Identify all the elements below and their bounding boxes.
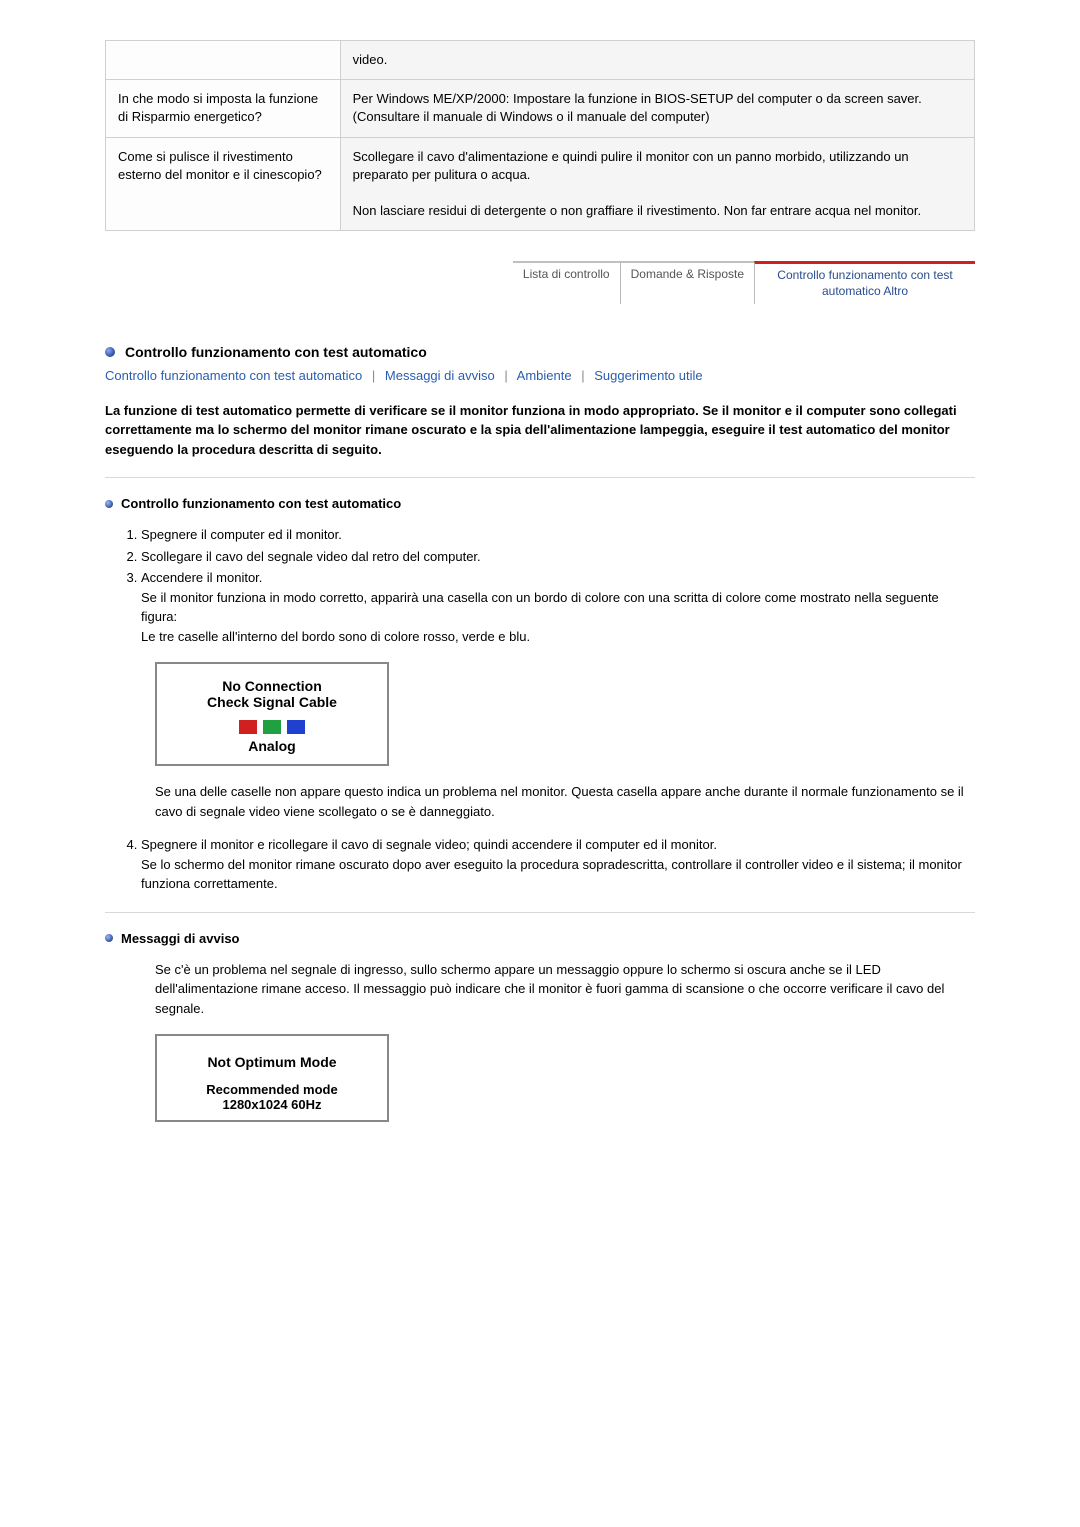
red-square <box>239 720 257 734</box>
section-header: Controllo funzionamento con test automat… <box>105 344 975 360</box>
step-item: Spegnere il monitor e ricollegare il cav… <box>141 835 975 894</box>
box-line2: Check Signal Cable <box>167 694 377 710</box>
table-row: Come si pulisce il rivestimento esterno … <box>106 137 975 231</box>
steps-list: Spegnere il computer ed il monitor. Scol… <box>123 525 975 646</box>
step-text: Spegnere il monitor e ricollegare il cav… <box>141 837 717 852</box>
faq-table: video. In che modo si imposta la funzion… <box>105 40 975 231</box>
rgb-squares <box>167 720 377 734</box>
tab-checklist[interactable]: Lista di controllo <box>513 261 620 303</box>
separator <box>105 477 975 478</box>
divider: | <box>581 368 584 383</box>
link-tip[interactable]: Suggerimento utile <box>594 368 702 383</box>
mode-line3: 1280x1024 60Hz <box>167 1097 377 1112</box>
step3-post-text: Se una delle caselle non appare questo i… <box>155 782 975 821</box>
steps-list-cont: Spegnere il monitor e ricollegare il cav… <box>123 835 975 894</box>
bullet-icon <box>105 500 113 508</box>
not-optimum-box: Not Optimum Mode Recommended mode 1280x1… <box>155 1034 389 1122</box>
step-item: Accendere il monitor. Se il monitor funz… <box>141 568 975 646</box>
divider: | <box>504 368 507 383</box>
step-text: Le tre caselle all'interno del bordo son… <box>141 629 530 644</box>
green-square <box>263 720 281 734</box>
step-text: Se lo schermo del monitor rimane oscurat… <box>141 857 962 892</box>
link-selftest[interactable]: Controllo funzionamento con test automat… <box>105 368 362 383</box>
step-text: Accendere il monitor. <box>141 570 262 585</box>
tab-qa[interactable]: Domande & Risposte <box>620 261 754 303</box>
step-text: Se il monitor funziona in modo corretto,… <box>141 590 939 625</box>
faq-question: Come si pulisce il rivestimento esterno … <box>106 137 341 231</box>
link-warnings[interactable]: Messaggi di avviso <box>385 368 495 383</box>
step-item: Spegnere il computer ed il monitor. <box>141 525 975 545</box>
faq-answer: Scollegare il cavo d'alimentazione e qui… <box>340 137 974 231</box>
faq-question: In che modo si imposta la funzione di Ri… <box>106 80 341 137</box>
divider: | <box>372 368 375 383</box>
step-item: Scollegare il cavo del segnale video dal… <box>141 547 975 567</box>
faq-answer: video. <box>340 41 974 80</box>
tab-selftest[interactable]: Controllo funzionamento con test automat… <box>754 261 975 303</box>
warnings-text: Se c'è un problema nel segnale di ingres… <box>155 960 975 1019</box>
tabs-bar: Lista di controllo Domande & Risposte Co… <box>105 261 975 303</box>
box-line1: No Connection <box>167 678 377 694</box>
no-connection-box: No Connection Check Signal Cable Analog <box>155 662 389 766</box>
bullet-icon <box>105 934 113 942</box>
intro-text: La funzione di test automatico permette … <box>105 401 975 460</box>
box-analog: Analog <box>167 738 377 754</box>
table-row: video. <box>106 41 975 80</box>
anchor-links: Controllo funzionamento con test automat… <box>105 368 975 383</box>
link-environment[interactable]: Ambiente <box>517 368 572 383</box>
faq-question <box>106 41 341 80</box>
section-title: Controllo funzionamento con test automat… <box>125 344 427 360</box>
faq-answer: Per Windows ME/XP/2000: Impostare la fun… <box>340 80 974 137</box>
sub-title: Controllo funzionamento con test automat… <box>121 496 401 511</box>
separator <box>105 912 975 913</box>
mode-line2: Recommended mode <box>167 1082 377 1097</box>
sub-title: Messaggi di avviso <box>121 931 240 946</box>
table-row: In che modo si imposta la funzione di Ri… <box>106 80 975 137</box>
mode-line1: Not Optimum Mode <box>167 1054 377 1070</box>
bullet-icon <box>105 347 115 357</box>
sub-header-warnings: Messaggi di avviso <box>105 931 975 946</box>
blue-square <box>287 720 305 734</box>
sub-header-selftest: Controllo funzionamento con test automat… <box>105 496 975 511</box>
